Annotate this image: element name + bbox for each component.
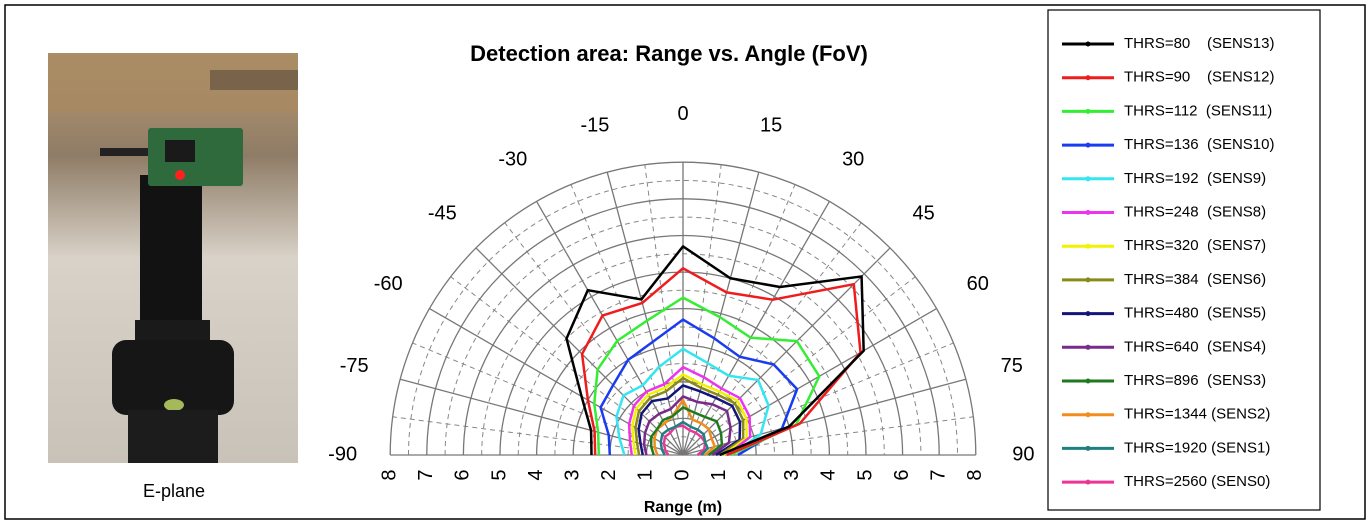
range-tick-label: 5	[854, 469, 876, 480]
angle-label: -45	[428, 203, 457, 225]
legend-label: THRS=80 (SENS13)	[1124, 35, 1274, 52]
legend-label: THRS=136 (SENS10)	[1124, 136, 1274, 153]
legend-marker	[1086, 311, 1091, 316]
legend-label: THRS=1920 (SENS1)	[1124, 439, 1270, 456]
angle-label: -75	[340, 355, 369, 377]
range-tick-label: 6	[452, 469, 474, 480]
legend-label: THRS=192 (SENS9)	[1124, 170, 1266, 187]
range-tick-label: 0	[671, 469, 693, 480]
grid-spoke	[683, 248, 890, 455]
minor-grid	[719, 417, 973, 450]
range-tick-label: 1	[708, 469, 730, 480]
legend-label: THRS=1344 (SENS2)	[1124, 406, 1270, 423]
legend-marker	[1086, 75, 1091, 80]
legend-marker	[1086, 446, 1091, 451]
range-tick-label: 2	[744, 469, 766, 480]
range-tick-label: 6	[891, 469, 913, 480]
legend-label: THRS=320 (SENS7)	[1124, 237, 1266, 254]
range-tick-label: 3	[781, 469, 803, 480]
legend-marker	[1086, 379, 1091, 384]
grid-spoke	[537, 201, 683, 455]
legend-label: THRS=2560 (SENS0)	[1124, 473, 1270, 490]
plot	[390, 162, 976, 455]
legend-label: THRS=640 (SENS4)	[1124, 338, 1266, 355]
legend-marker	[1086, 412, 1091, 417]
range-tick-label: 7	[415, 469, 437, 480]
range-tick-label: 4	[818, 469, 840, 480]
legend-marker	[1086, 42, 1091, 47]
angle-label: 75	[1001, 355, 1023, 377]
chart-title: Detection area: Range vs. Angle (FoV)	[470, 41, 868, 66]
x-axis-label: Range (m)	[644, 499, 722, 516]
caption: E-plane	[143, 481, 205, 501]
legend-marker	[1086, 480, 1091, 485]
figure: E-plane Detection area: Range vs. Angle …	[0, 0, 1370, 525]
legend-label: THRS=384 (SENS6)	[1124, 271, 1266, 288]
range-tick-label: 1	[635, 469, 657, 480]
range-tick-label: 3	[561, 469, 583, 480]
minor-grid	[505, 223, 661, 426]
range-tick-label: 4	[525, 469, 547, 480]
angle-label: -15	[580, 114, 609, 136]
range-tick-label: 8	[964, 469, 986, 480]
legend-marker	[1086, 244, 1091, 249]
range-tick-label: 5	[488, 469, 510, 480]
legend-marker	[1086, 143, 1091, 148]
range-tick-label: 2	[598, 469, 620, 480]
angle-label: -60	[374, 273, 403, 295]
legend-marker	[1086, 210, 1091, 215]
legend-marker	[1086, 345, 1091, 350]
angle-label: 0	[677, 103, 688, 125]
range-tick-label: 8	[378, 469, 400, 480]
angle-label: -90	[328, 443, 357, 465]
legend-label: THRS=112 (SENS11)	[1124, 102, 1272, 119]
legend-label: THRS=90 (SENS12)	[1124, 69, 1274, 86]
photo	[48, 53, 298, 463]
range-tick-label: 7	[927, 469, 949, 480]
angle-label: 90	[1012, 443, 1034, 465]
angle-label: 30	[842, 149, 864, 171]
legend-label: THRS=896 (SENS3)	[1124, 372, 1266, 389]
legend-label: THRS=480 (SENS5)	[1124, 305, 1266, 322]
angle-label: 15	[760, 114, 782, 136]
angle-label: 45	[913, 203, 935, 225]
legend-marker	[1086, 109, 1091, 114]
legend-marker	[1086, 176, 1091, 181]
legend-marker	[1086, 277, 1091, 282]
grid-spoke	[476, 248, 683, 455]
minor-grid	[451, 277, 654, 433]
legend-label: THRS=248 (SENS8)	[1124, 203, 1266, 220]
angle-label: 60	[967, 273, 989, 295]
angle-label: -30	[498, 149, 527, 171]
